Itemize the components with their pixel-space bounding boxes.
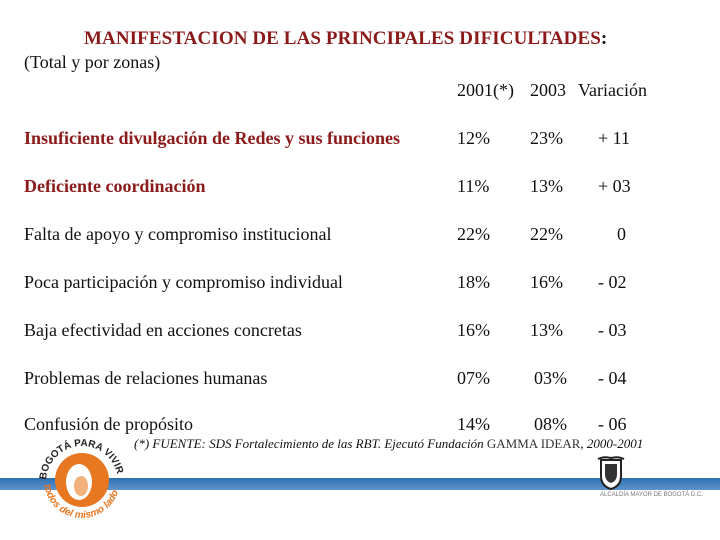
value-variacion: + 03 (598, 176, 631, 196)
value-variacion: + 11 (598, 128, 630, 148)
row-label: Confusión de propósito (24, 414, 193, 434)
value-2001: 07% (457, 368, 490, 388)
footer-blue-band (0, 478, 720, 490)
row-label: Falta de apoyo y compromiso instituciona… (24, 224, 332, 244)
value-2001: 22% (457, 224, 490, 244)
column-header-2001: 2001(*) (457, 80, 514, 100)
page-subtitle: (Total y por zonas) (24, 52, 161, 72)
row-label: Poca participación y compromiso individu… (24, 272, 343, 292)
value-2001: 16% (457, 320, 490, 340)
value-variacion: - 03 (598, 320, 627, 340)
row-label: Baja efectividad en acciones concretas (24, 320, 302, 340)
crest-caption: ALCALDÍA MAYOR DE BOGOTÁ D.C. (600, 492, 703, 498)
page-title: MANIFESTACION DE LAS PRINCIPALES DIFICUL… (84, 28, 608, 49)
table-row: Problemas de relaciones humanas 07% 03% … (0, 368, 720, 396)
column-header-2003: 2003 (530, 80, 566, 100)
table-row: Poca participación y compromiso individu… (0, 272, 720, 300)
value-2003: 23% (530, 128, 563, 148)
table-row: Deficiente coordinación 11% 13% + 03 (0, 176, 720, 204)
value-2003: 13% (530, 320, 563, 340)
row-label: Deficiente coordinación (24, 176, 206, 196)
logo-drop-inner (74, 476, 88, 496)
table-row: Confusión de propósito 14% 08% - 06 (0, 414, 720, 442)
table-row: Insuficiente divulgación de Redes y sus … (0, 128, 720, 156)
value-2001: 11% (457, 176, 490, 196)
source-footnote: (*) FUENTE: SDS Fortalecimiento de las R… (134, 436, 644, 451)
value-variacion: - 04 (598, 368, 627, 388)
value-2003: 08% (534, 414, 567, 434)
value-2003: 22% (530, 224, 563, 244)
column-header-variacion: Variación (578, 80, 647, 100)
value-2001: 12% (457, 128, 490, 148)
row-label: Problemas de relaciones humanas (24, 368, 268, 388)
value-2001: 14% (457, 414, 490, 434)
value-variacion: - 06 (598, 414, 627, 434)
value-2003: 13% (530, 176, 563, 196)
table-row: Baja efectividad en acciones concretas 1… (0, 320, 720, 348)
table-row: Falta de apoyo y compromiso instituciona… (0, 224, 720, 252)
bogota-para-vivir-logo: BOGOTÁ PARA VIVIR todos del mismo lado (38, 438, 125, 521)
coat-of-arms-icon (597, 456, 625, 490)
value-2003: 16% (530, 272, 563, 292)
value-variacion: - 02 (598, 272, 627, 292)
value-2001: 18% (457, 272, 490, 292)
row-label: Insuficiente divulgación de Redes y sus … (24, 128, 401, 148)
value-2003: 03% (534, 368, 567, 388)
value-variacion: 0 (617, 224, 626, 244)
